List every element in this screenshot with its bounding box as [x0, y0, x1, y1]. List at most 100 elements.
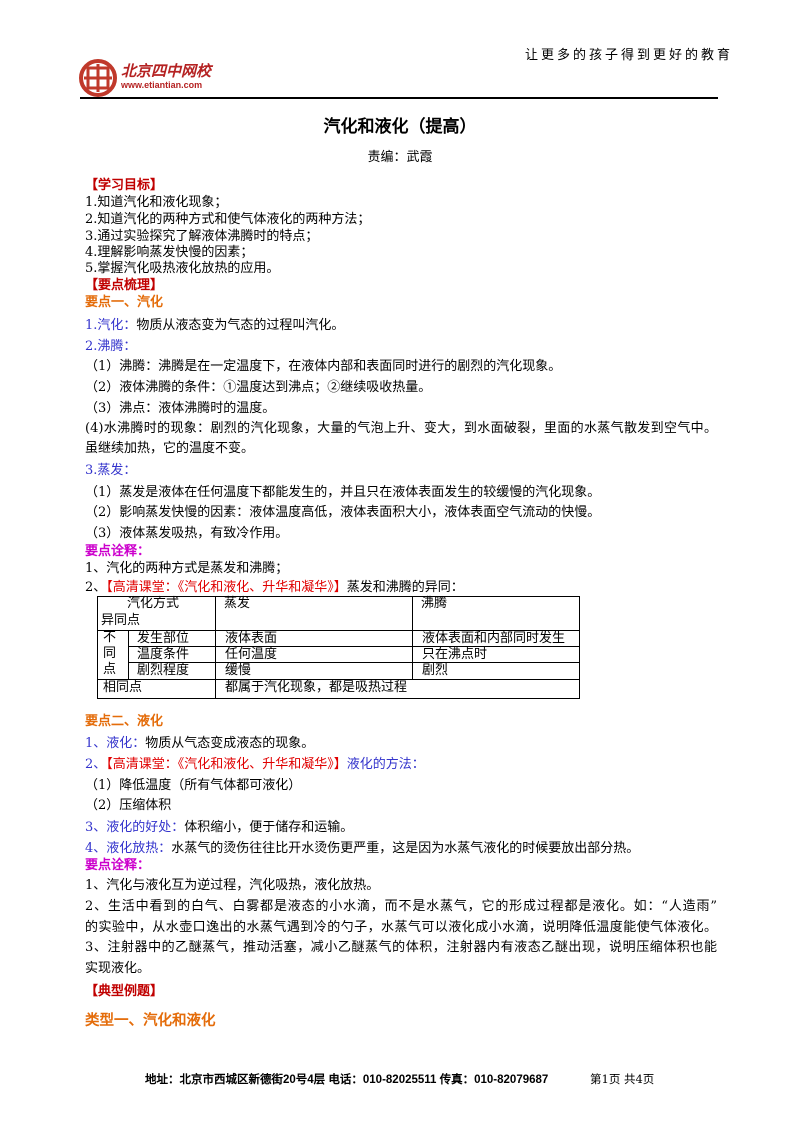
table-rule	[97, 679, 580, 680]
text-run: 1、汽化的两种方式是蒸发和沸腾；	[85, 561, 289, 576]
text-line: （1）降低温度（所有气体都可液化）	[85, 777, 301, 795]
text-line: 的实验中，从水壶口逸出的水蒸气遇到冷的勺子，水蒸气可以液化成小水滴，说明降低温度…	[85, 919, 717, 937]
text-run: 1.汽化：	[85, 318, 137, 333]
text-run: （2）液体沸腾的条件：①温度达到沸点；②继续吸收热量。	[85, 380, 432, 395]
logo-url: www.etiantian.com	[121, 80, 203, 90]
text-run: 要点一、汽化	[85, 295, 164, 310]
logo-emblem	[79, 59, 117, 97]
table-cell: 都属于汽化现象，都是吸热过程	[225, 680, 408, 695]
text-line: 5.掌握汽化吸热液化放热的应用。	[85, 260, 279, 278]
text-line: 4.理解影响蒸发快慢的因素；	[85, 244, 253, 262]
text-run: 物质从液态变为气态的过程叫汽化。	[136, 318, 345, 333]
table-cell: 只在沸点时	[422, 647, 488, 662]
text-run: 物质从气态变成液态的现象。	[145, 736, 315, 751]
table-rule	[128, 630, 129, 680]
text-run: 要点诠释：	[85, 858, 151, 873]
text-run: 3、液化的好处：	[85, 820, 185, 835]
text-line: 要点诠释：	[85, 857, 150, 875]
title: 汽化和液化（提高）	[323, 117, 477, 137]
editor: 责编：武霞	[367, 150, 433, 165]
table-cell: 剧烈	[422, 663, 449, 678]
text-run: （2）压缩体积	[85, 798, 172, 813]
table-rule	[97, 698, 580, 699]
table-header: 异同点	[101, 613, 141, 628]
text-run: 3、注射器中的乙醚蒸气，推动活塞，减小乙醚蒸气的体积，注射器内有液态乙醚出现，说…	[85, 940, 717, 955]
text-line: 2、【高清课堂：《汽化和液化、升华和凝华》】液化的方法：	[85, 756, 425, 774]
table-cell: 温度条件	[137, 647, 190, 662]
text-run: （3）沸点：液体沸腾时的温度。	[85, 401, 276, 416]
text-run: （1）蒸发是液体在任何温度下都能发生的，并且只在液体表面发生的较缓慢的汽化现象。	[85, 485, 601, 500]
text-run: 2、	[85, 757, 107, 772]
text-line: 1.汽化：物质从液态变为气态的过程叫汽化。	[85, 317, 344, 335]
text-run: 3.蒸发：	[85, 463, 137, 478]
table-row-label: 不同点	[103, 630, 117, 677]
text-line: （3）沸点：液体沸腾时的温度。	[85, 400, 275, 418]
table-cell: 液体表面和内部同时发生	[422, 631, 566, 646]
logo-text: 北京四中网校	[121, 62, 212, 80]
text-run: 3.通过实验探究了解液体沸腾时的特点；	[85, 229, 319, 244]
text-line: 3.通过实验探究了解液体沸腾时的特点；	[85, 228, 318, 246]
text-run: 【高清课堂：《汽化和液化、升华和凝华》】	[106, 757, 347, 772]
text-line: 要点一、汽化	[85, 294, 163, 312]
table-header: 沸腾	[421, 596, 448, 611]
text-line: 3、液化的好处：体积缩小，便于储存和运输。	[85, 819, 353, 837]
text-run: 【典型例题】	[85, 984, 164, 999]
text-run: 液化的方法：	[346, 757, 425, 772]
text-line: 要点二、液化	[85, 713, 163, 731]
text-run: 要点二、液化	[85, 714, 164, 729]
table-rule	[412, 596, 413, 680]
text-line: （3）液体蒸发吸热，有致冷作用。	[85, 525, 288, 543]
text-run: （2）影响蒸发快慢的因素：液体温度高低，液体表面积大小，液体表面空气流动的快慢。	[85, 505, 601, 520]
text-run: 4.理解影响蒸发快慢的因素；	[85, 245, 254, 260]
text-line: （1）蒸发是液体在任何温度下都能发生的，并且只在液体表面发生的较缓慢的汽化现象。	[85, 484, 600, 502]
text-run: 1、液化：	[85, 736, 146, 751]
text-line: 2、【高清课堂：《汽化和液化、升华和凝华》】蒸发和沸腾的异同：	[85, 579, 464, 597]
text-run: 【要点梳理】	[85, 278, 164, 293]
text-line: 【典型例题】	[85, 983, 163, 1001]
comparison-table: 汽化方式 异同点 蒸发 沸腾 不同点 发生部位 液体表面 液体表面和内部同时发生 温度条件 任何温…	[97, 596, 580, 699]
table-rule	[97, 630, 580, 631]
text-run: （3）液体蒸发吸热，有致冷作用。	[85, 526, 289, 541]
text-line: 4、液化放热：水蒸气的烫伤往往比开水烫伤更严重，这是因为水蒸气液化的时候要放出部…	[85, 840, 639, 858]
text-line: 【要点梳理】	[85, 277, 163, 295]
table-rule	[97, 596, 580, 597]
table-cell: 任何温度	[225, 647, 278, 662]
text-run: 蒸发和沸腾的异同：	[346, 580, 464, 595]
table-rule	[579, 596, 580, 699]
text-line: (4)水沸腾时的现象：剧烈的汽化现象，大量的气泡上升、变大，到水面破裂，里面的水…	[85, 420, 717, 438]
text-line: 2、生活中看到的白气、白雾都是液态的小水滴，而不是水蒸气，它的形成过程都是液化。…	[85, 898, 717, 916]
text-run: 类型一、汽化和液化	[85, 1012, 216, 1029]
text-line: 【学习目标】	[85, 177, 163, 195]
text-run: 虽继续加热，它的温度不变。	[85, 441, 255, 456]
text-run: 水蒸气的烫伤往往比开水烫伤更严重，这是因为水蒸气液化的时候要放出部分热。	[171, 841, 640, 856]
text-line: 类型一、汽化和液化	[85, 1012, 216, 1030]
text-run: 2.知道汽化的两种方式和使气体液化的两种方法；	[85, 212, 371, 227]
table-row-label: 相同点	[103, 680, 143, 695]
text-run: 体积缩小，便于储存和运输。	[184, 820, 354, 835]
table-cell: 缓慢	[225, 663, 252, 678]
text-line: （2）液体沸腾的条件：①温度达到沸点；②继续吸收热量。	[85, 379, 431, 397]
text-run: 2.沸腾：	[85, 339, 137, 354]
text-line: 1、汽化与液化互为逆过程，汽化吸热，液化放热。	[85, 877, 379, 895]
text-run: 1、汽化与液化互为逆过程，汽化吸热，液化放热。	[85, 878, 380, 893]
text-run: 2、生活中看到的白气、白雾都是液态的小水滴，而不是水蒸气，它的形成过程都是液化。…	[85, 899, 717, 914]
text-line: 1、液化：物质从气态变成液态的现象。	[85, 735, 314, 753]
text-line: 实现液化。	[85, 960, 150, 978]
text-line: 3.蒸发：	[85, 462, 136, 480]
text-run: 实现液化。	[85, 961, 151, 976]
table-rule	[128, 646, 580, 647]
table-cell: 发生部位	[137, 631, 190, 646]
text-run: （1）降低温度（所有气体都可液化）	[85, 778, 302, 793]
table-cell: 剧烈程度	[137, 663, 190, 678]
text-run: (4)水沸腾时的现象：剧烈的汽化现象，大量的气泡上升、变大，到水面破裂，里面的水…	[85, 421, 717, 436]
table-header: 汽化方式	[127, 596, 180, 611]
text-run: 【高清课堂：《汽化和液化、升华和凝华》】	[106, 580, 347, 595]
text-run: 5.掌握汽化吸热液化放热的应用。	[85, 261, 280, 276]
table-rule	[97, 596, 98, 699]
text-run: 4、液化放热：	[85, 841, 172, 856]
text-line: （2）影响蒸发快慢的因素：液体温度高低，液体表面积大小，液体表面空气流动的快慢。	[85, 504, 600, 522]
text-line: （1）沸腾：沸腾是在一定温度下，在液体内部和表面同时进行的剧烈的汽化现象。	[85, 358, 561, 376]
text-line: 2.沸腾：	[85, 338, 136, 356]
text-run: 要点诠释：	[85, 544, 151, 559]
